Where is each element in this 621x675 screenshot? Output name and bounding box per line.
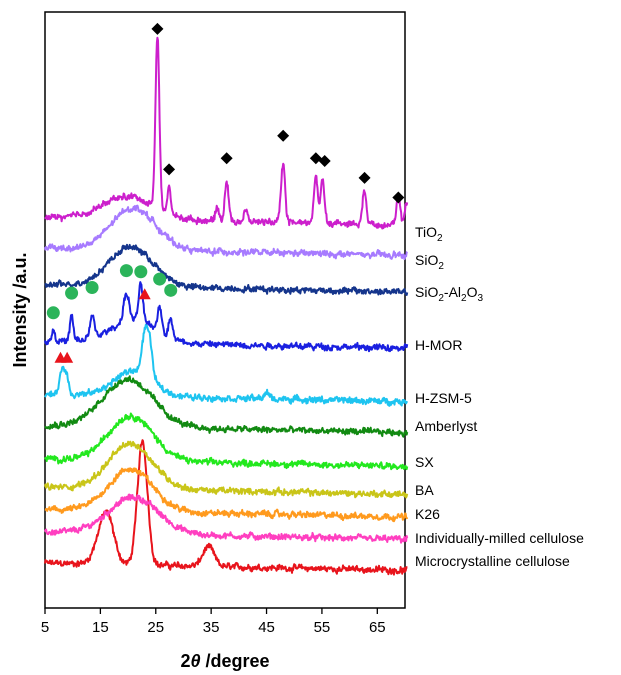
series-labels: Microcrystalline cellulose Individually-m… [415,224,584,569]
trace-3 [44,440,409,499]
series-traces [44,36,409,576]
circle-marker-4 [134,265,148,279]
trace-5 [44,375,409,438]
x-tick-label-2: 25 [147,619,164,636]
x-tick-label-3: 35 [203,619,220,636]
series-label-5: Amberlyst [415,418,477,434]
diamond-marker-6 [358,171,371,184]
diamond-marker-1 [163,163,176,176]
triangle-marker-2 [138,288,151,300]
series-label-10: TiO2 [415,224,443,244]
x-axis-title: 2θ /degree [180,651,269,671]
circle-marker-0 [46,306,60,320]
diamond-marker-0 [151,22,164,35]
circle-marker-5 [153,272,167,286]
x-axis-ticks: 5 15 25 35 45 55 65 [41,608,386,636]
trace-10 [44,36,409,230]
x-axis-title-number: 2 [180,651,190,671]
x-tick-label-1: 15 [92,619,109,636]
diamond-marker-4 [309,152,322,165]
trace-4 [44,412,409,471]
series-label-8: SiO2-Al2O3 [415,284,483,304]
triangle-marker-1 [61,351,74,363]
circle-marker-3 [119,264,133,278]
x-tick-label-6: 65 [369,619,386,636]
series-label-3: BA [415,482,434,498]
x-axis-title-theta: θ [190,651,200,671]
diamond-marker-5 [318,155,331,167]
x-tick-label-0: 5 [41,619,49,636]
peak-markers [46,22,405,363]
diamond-marker-7 [392,191,405,204]
series-label-1: Individually-milled cellulose [415,530,584,546]
x-tick-label-5: 55 [314,619,331,636]
diamond-marker-2 [220,152,233,165]
series-label-9: SiO2 [415,252,444,272]
circle-marker-2 [85,281,99,295]
y-axis-title: Intensity /a.u. [10,252,30,367]
trace-2 [44,467,409,523]
plot-frame [44,11,406,609]
series-label-6: H-ZSM-5 [415,390,472,406]
trace-8 [44,243,409,296]
series-label-2: K26 [415,506,440,522]
series-label-4: SX [415,454,434,470]
trace-1 [44,493,409,544]
trace-6 [44,323,409,407]
trace-9 [44,204,408,261]
x-tick-label-4: 45 [258,619,275,636]
series-label-7: H-MOR [415,337,462,353]
x-axis-title-unit: /degree [201,651,270,671]
circle-marker-1 [65,286,79,300]
series-label-0: Microcrystalline cellulose [415,553,570,569]
diamond-marker-3 [277,129,290,142]
circle-marker-6 [164,283,178,297]
trace-7 [44,281,409,353]
